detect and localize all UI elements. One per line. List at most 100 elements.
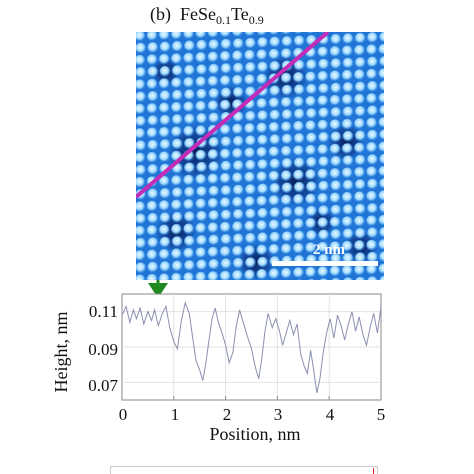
stm-atom [183,77,195,89]
stm-atom [256,49,268,61]
stm-atom [183,101,195,113]
stm-atom [208,234,220,246]
stm-atom [207,222,219,234]
stm-atom [378,141,384,153]
formula-te: Te [231,4,249,24]
stm-atom [330,107,342,119]
stm-atom [245,208,257,220]
stm-atom [379,129,384,141]
stm-atom [232,111,244,123]
scale-bar-label: 2 nm [312,242,346,258]
stm-atom [379,251,384,263]
stm-atom [136,140,147,152]
stm-atom [355,276,366,280]
stm-atom [158,200,170,212]
stm-atom [220,136,232,148]
stm-atom [306,205,318,217]
stm-atom [184,211,196,223]
stm-atom-lattice [136,32,384,280]
stm-atom [158,78,170,90]
stm-atom [219,172,231,185]
stm-atom [330,229,342,241]
stm-atom [195,247,207,259]
stm-atom [317,95,329,107]
stm-atom [280,121,292,133]
stm-atom [208,88,220,100]
stm-atom [159,261,171,273]
stm-atom [196,235,208,247]
stm-atom [183,247,195,259]
stm-atom [280,72,292,84]
stm-atom [367,227,379,239]
stm-atom [378,92,384,104]
stm-atom [306,32,316,34]
stm-atom [232,221,244,233]
stm-atom [232,245,244,257]
stm-atom [293,181,305,193]
stm-atom [158,224,170,236]
stm-atom [184,235,196,247]
stm-atom [232,62,244,74]
stm-atom [379,178,384,190]
stm-atom [136,32,146,42]
stm-atom [306,181,318,193]
stm-atom [219,50,231,63]
stm-atom [159,90,171,102]
stm-atom [332,32,339,33]
stm-atom [293,108,305,120]
stm-atom [256,244,268,256]
x-axis-label: Position, nm [209,424,301,444]
stm-atom [208,258,220,271]
stm-atom [244,123,256,135]
stm-atom [379,275,384,280]
stm-atom [245,232,257,244]
stm-atom [341,240,353,252]
stm-atom [196,113,208,125]
stm-atom [280,48,292,60]
stm-atom [244,269,256,280]
stm-atom [158,102,170,114]
stm-atom [245,110,257,122]
stm-atom [367,105,379,117]
stm-atom [354,57,366,69]
stm-atom [280,219,292,231]
stm-atom [195,32,207,39]
stm-atom [317,168,329,180]
stm-atom [256,73,268,85]
stm-atom [293,59,305,71]
stm-atom [317,241,329,253]
stm-atom [184,89,196,101]
stm-atom [293,84,305,96]
stm-atom [341,94,353,106]
stm-atom [318,229,330,241]
stm-atom [329,216,341,228]
stm-atom [207,149,219,161]
stm-atom [317,46,329,58]
stm-atom [196,161,208,173]
stm-atom [195,100,207,112]
height-profile-series [121,301,382,394]
stm-atom [366,166,378,178]
stm-atom [366,190,378,202]
stm-atom [305,120,317,132]
stm-atom [366,264,378,276]
stm-atom [244,49,256,61]
stm-atom [146,127,158,139]
stm-atom [379,56,384,68]
stm-atom [367,251,379,263]
stm-atom [158,32,170,41]
stm-atom [195,125,207,137]
stm-atom [354,69,366,81]
stm-atom [232,135,244,147]
stm-atom [195,149,207,161]
stm-atom [146,78,158,90]
y-tick-label-0.07: 0.07 [88,376,118,395]
stm-atom [280,145,292,157]
panel-title: (b) FeSe0.1Te0.9 [150,4,350,28]
stm-atom [257,110,269,122]
stm-atom [257,159,269,171]
stm-atom [136,42,147,54]
stm-atom [158,175,170,187]
marker-arrow-head [148,283,168,298]
stm-atom [232,184,244,196]
